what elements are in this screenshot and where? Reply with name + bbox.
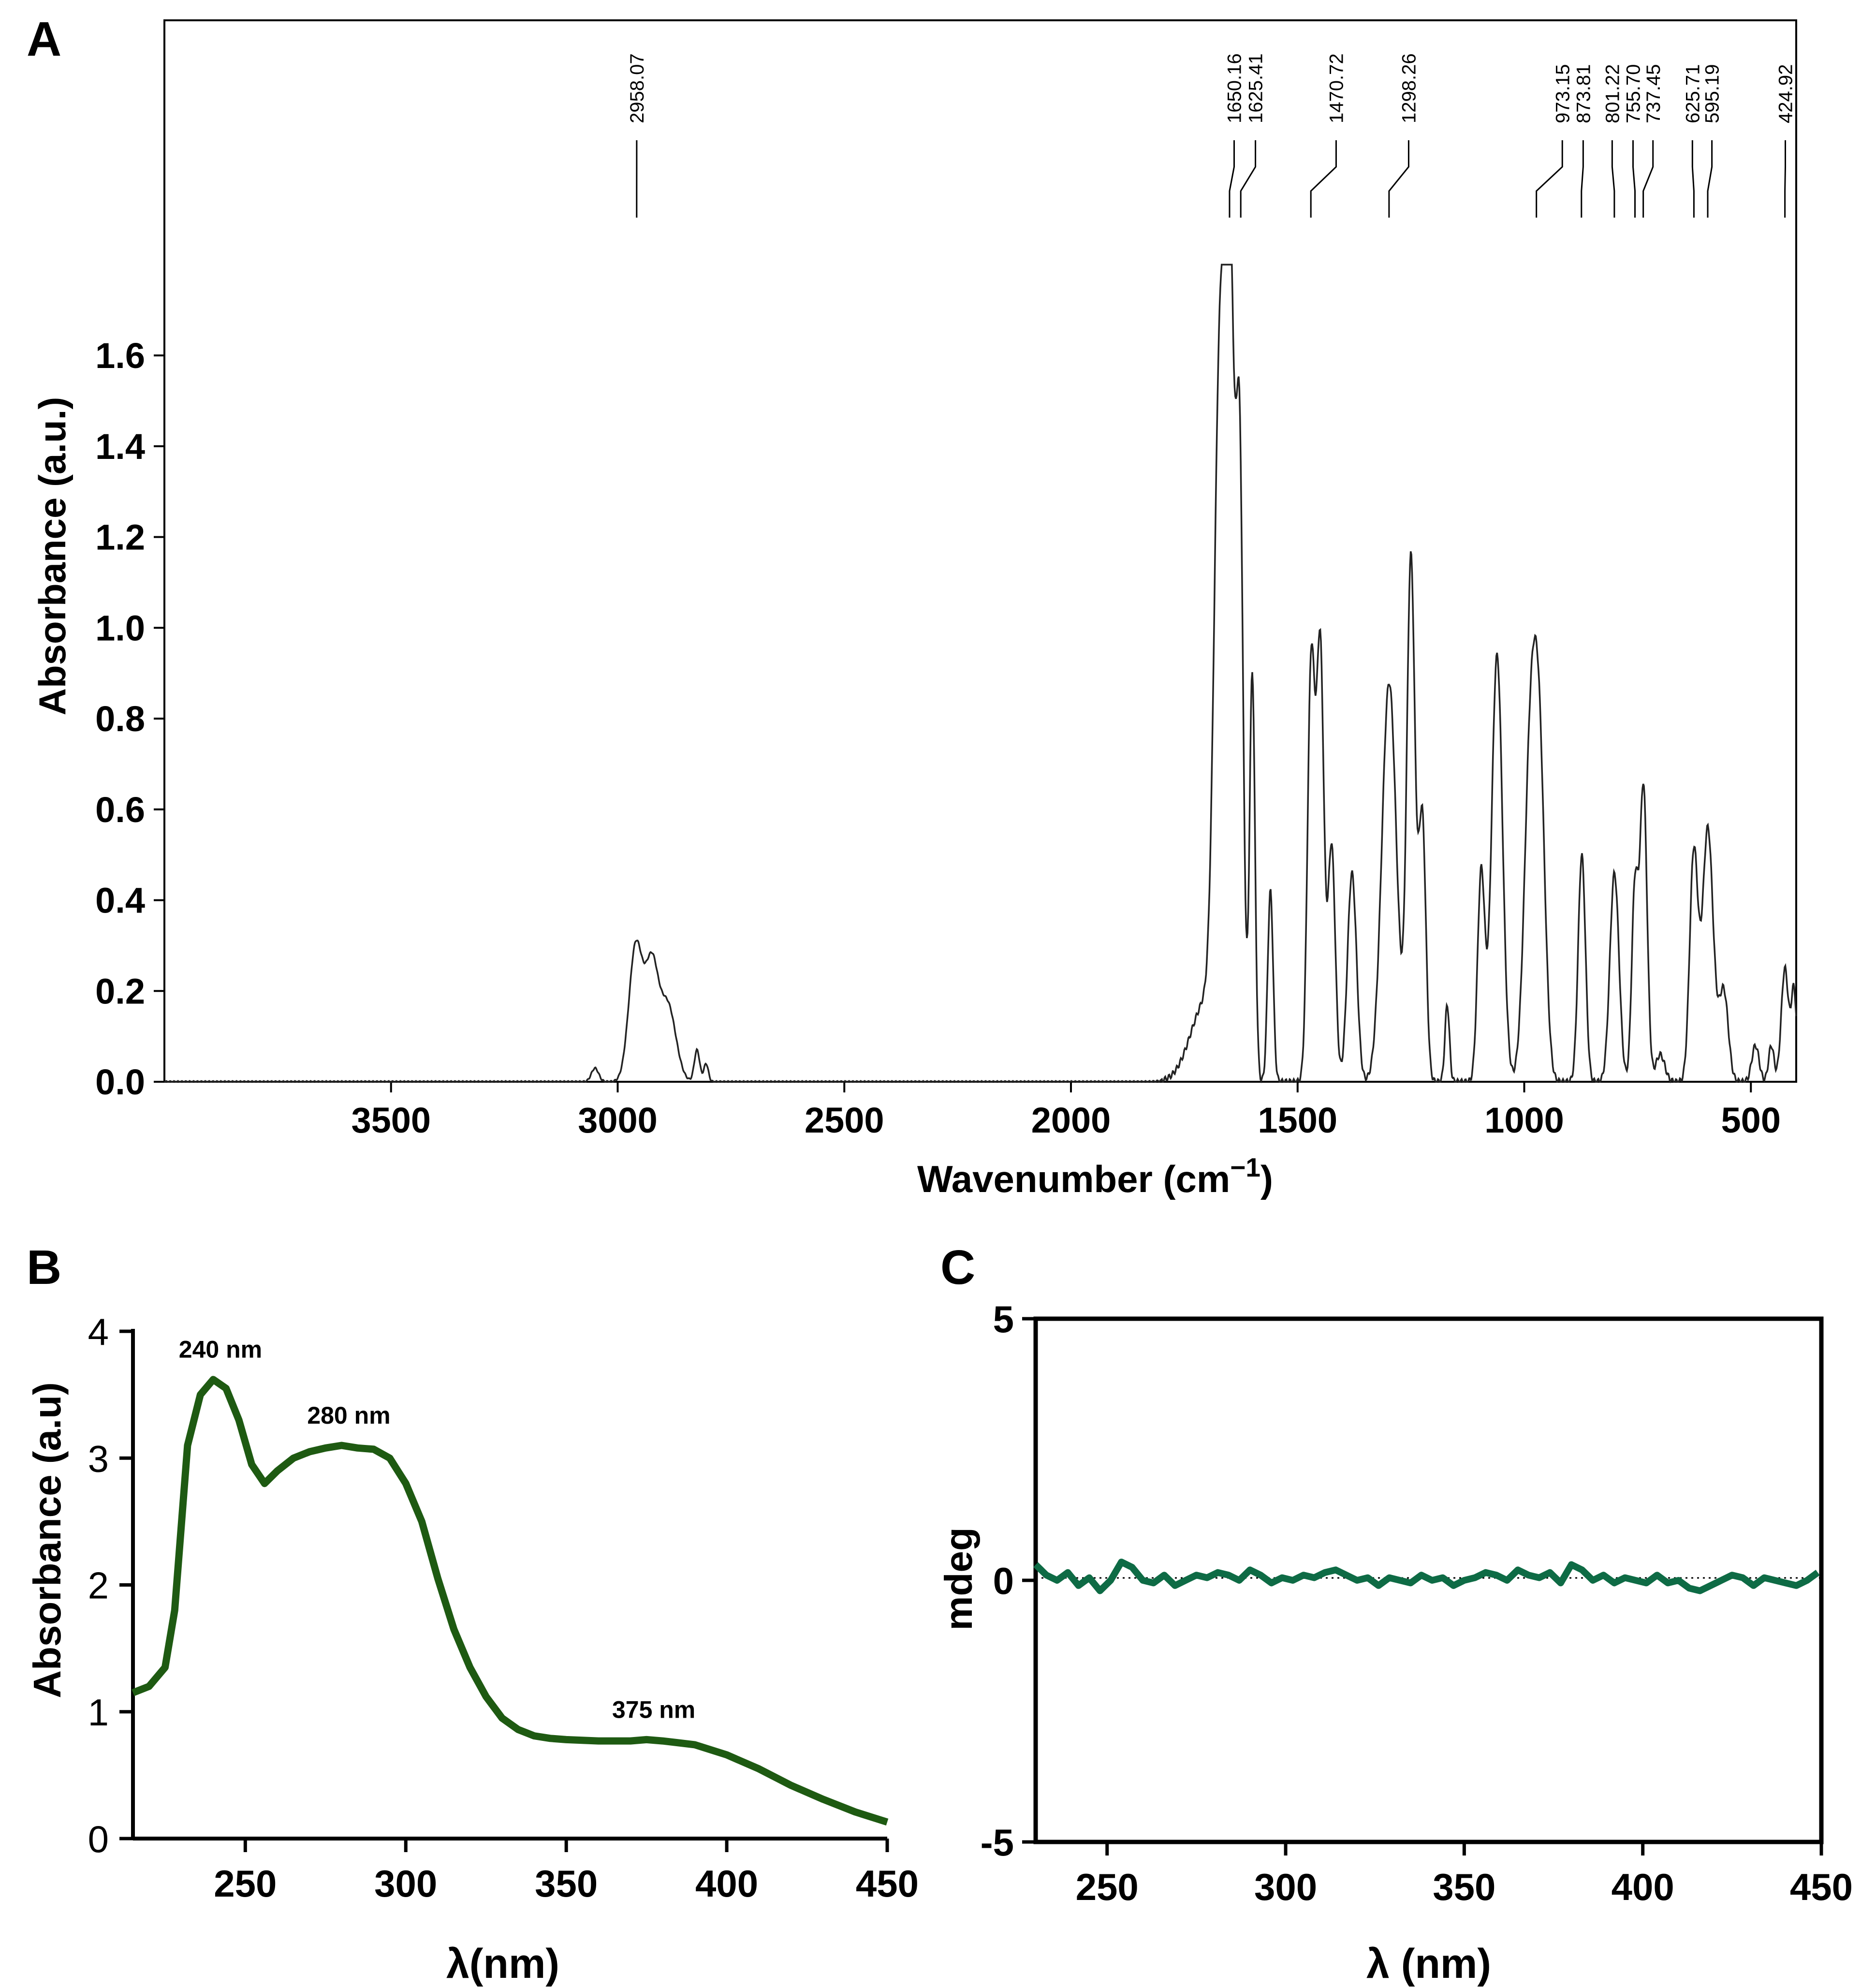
peak-leader-line	[1632, 140, 1636, 218]
panel-b-y-tick-label: 2	[88, 1564, 109, 1607]
peak-leader-line	[1691, 140, 1695, 218]
panel-a-x-tick-label: 3500	[351, 1100, 431, 1140]
panel-a-y-tick-label: 1.2	[95, 517, 145, 558]
panel-b-x-tick-label: 300	[374, 1862, 437, 1905]
peak-wavenumber-label: 801.22	[1602, 64, 1623, 123]
uv-vis-absorbance-line	[132, 1376, 889, 1826]
panel-a-y-tick-label: 0.8	[95, 699, 145, 739]
panel-a-x-tick-label: 2500	[805, 1100, 884, 1140]
panel-c-x-axis: 250 300 350 400 450	[1076, 1842, 1853, 1908]
peak-wavenumber-label: 1650.16	[1224, 53, 1246, 123]
panel-a-y-tick-label: 1.4	[95, 427, 145, 467]
peak-annotation-label: 280 nm	[307, 1402, 390, 1429]
peak-wavenumber-label: 625.71	[1682, 64, 1703, 123]
panel-a-y-tick-label: 0.2	[95, 971, 145, 1011]
panel-b-x-tick-label: 350	[535, 1862, 598, 1905]
panel-label-c: C	[940, 1240, 975, 1295]
panel-b-x-axis-label: λ(nm)	[446, 1941, 559, 1987]
peak-wavenumber-label: 595.19	[1702, 64, 1723, 123]
peak-leader-line	[1784, 140, 1786, 218]
panel-c-y-tick-label: 5	[993, 1298, 1014, 1340]
panel-a-x-axis: 3500 3000 2500 2000 1500 1000 500	[351, 1082, 1781, 1140]
panel-a-y-tick-label: 0.6	[95, 790, 145, 830]
panel-c-x-tick-label: 250	[1076, 1866, 1139, 1908]
panel-c-x-tick-label: 350	[1433, 1866, 1495, 1908]
panel-label-b: B	[27, 1240, 61, 1295]
peak-wavenumber-label: 873.81	[1573, 64, 1594, 123]
peak-leader-line	[1611, 140, 1615, 218]
peak-annotation-label: 375 nm	[612, 1696, 695, 1723]
panel-b-uv-vis-spectrum: B 0 1 2 3 4 250 300 350 400 450 240 nm 280 nm 375 …	[26, 1240, 919, 1987]
panel-a-y-axis-label: Absorbance (a.u.)	[31, 397, 73, 716]
peak-wavenumber-label: 1470.72	[1326, 53, 1347, 123]
panel-b-x-tick-label: 400	[695, 1862, 758, 1905]
panel-a-x-axis-label-main: Wavenumber (cm	[917, 1158, 1230, 1200]
panel-c-x-tick-label: 450	[1790, 1866, 1853, 1908]
panel-a-x-tick-label: 500	[1721, 1100, 1781, 1140]
panel-c-x-tick-label: 400	[1612, 1866, 1674, 1908]
ir-spectrum-line	[164, 264, 1797, 1084]
panel-c-x-tick-label: 300	[1254, 1866, 1317, 1908]
panel-a-x-tick-label: 2000	[1031, 1100, 1111, 1140]
peak-leader-line	[1310, 140, 1337, 218]
panel-label-a: A	[27, 12, 61, 66]
panel-c-y-tick-label: -5	[981, 1821, 1014, 1864]
peak-leader-line	[1388, 140, 1409, 218]
panel-a-x-axis-label-close: )	[1260, 1158, 1273, 1200]
peak-leader-line	[1229, 140, 1235, 218]
peak-leader-line	[1642, 140, 1654, 218]
panel-a-y-tick-label: 0.4	[95, 881, 145, 921]
panel-a-plot-frame	[163, 19, 1797, 1083]
peak-wavenumber-label: 2958.07	[627, 53, 648, 123]
panel-b-y-tick-label: 4	[88, 1311, 109, 1353]
panel-b-x-tick-label: 450	[856, 1862, 919, 1905]
peak-wavenumber-label: 1298.26	[1398, 53, 1420, 123]
panel-a-peak-labels: 2958.07 1650.16 1625.41 1470.72 1298.26 973.1…	[627, 53, 1797, 218]
peak-leader-line	[1581, 140, 1584, 218]
panel-c-cd-spectrum: C -5 0 5 250 300 350 400 450 mdeg λ (nm)	[937, 1240, 1853, 1987]
panel-a-y-axis: 0.0 0.2 0.4 0.6 0.8 1.0 1.2 1.4 1.6	[95, 336, 164, 1102]
panel-a-y-tick-label: 0.0	[95, 1062, 145, 1102]
panel-a-y-tick-label: 1.6	[95, 336, 145, 376]
panel-a-y-tick-label: 1.0	[95, 608, 145, 648]
panel-c-y-axis-label: mdeg	[937, 1527, 980, 1630]
panel-a-x-axis-label-superscript: −1	[1230, 1152, 1260, 1182]
panel-b-x-tick-label: 250	[214, 1862, 277, 1905]
peak-leader-line	[1240, 140, 1257, 218]
panel-c-y-tick-label: 0	[993, 1560, 1014, 1602]
peak-annotation-label: 240 nm	[179, 1336, 262, 1363]
panel-b-y-tick-label: 1	[88, 1691, 109, 1734]
panel-b-y-tick-label: 3	[88, 1437, 109, 1480]
panel-c-y-axis: -5 0 5	[981, 1298, 1036, 1864]
cd-spectrum-line	[1033, 1559, 1820, 1594]
peak-leader-line	[1707, 140, 1713, 218]
panel-a-x-tick-label: 1000	[1484, 1100, 1564, 1140]
panel-a-x-axis-label: Wavenumber (cm−1)	[917, 1152, 1273, 1200]
panel-b-y-tick-label: 0	[88, 1818, 109, 1860]
panel-a-x-tick-label: 1500	[1258, 1100, 1337, 1140]
panel-c-x-axis-label: λ (nm)	[1366, 1941, 1491, 1987]
peak-leader-line	[1536, 140, 1563, 218]
peak-wavenumber-label: 973.15	[1552, 64, 1573, 123]
panel-b-peak-annotations: 240 nm 280 nm 375 nm	[179, 1336, 695, 1723]
panel-b-y-axis-label: Absorbance (a.u)	[26, 1382, 69, 1698]
panel-a-ir-spectrum: A 0.0 0.2 0.4 0.6 0.8 1.0 1.2 1.4 1.6 3500 3000 25…	[27, 12, 1797, 1200]
panel-b-x-axis: 250 300 350 400 450	[133, 1837, 919, 1905]
panel-a-x-tick-label: 3000	[578, 1100, 658, 1140]
panel-b-y-axis: 0 1 2 3 4	[88, 1311, 135, 1860]
peak-wavenumber-label: 737.45	[1643, 64, 1664, 123]
peak-wavenumber-label: 424.92	[1775, 64, 1797, 123]
peak-wavenumber-label: 755.70	[1623, 64, 1644, 123]
peak-wavenumber-label: 1625.41	[1246, 53, 1267, 123]
